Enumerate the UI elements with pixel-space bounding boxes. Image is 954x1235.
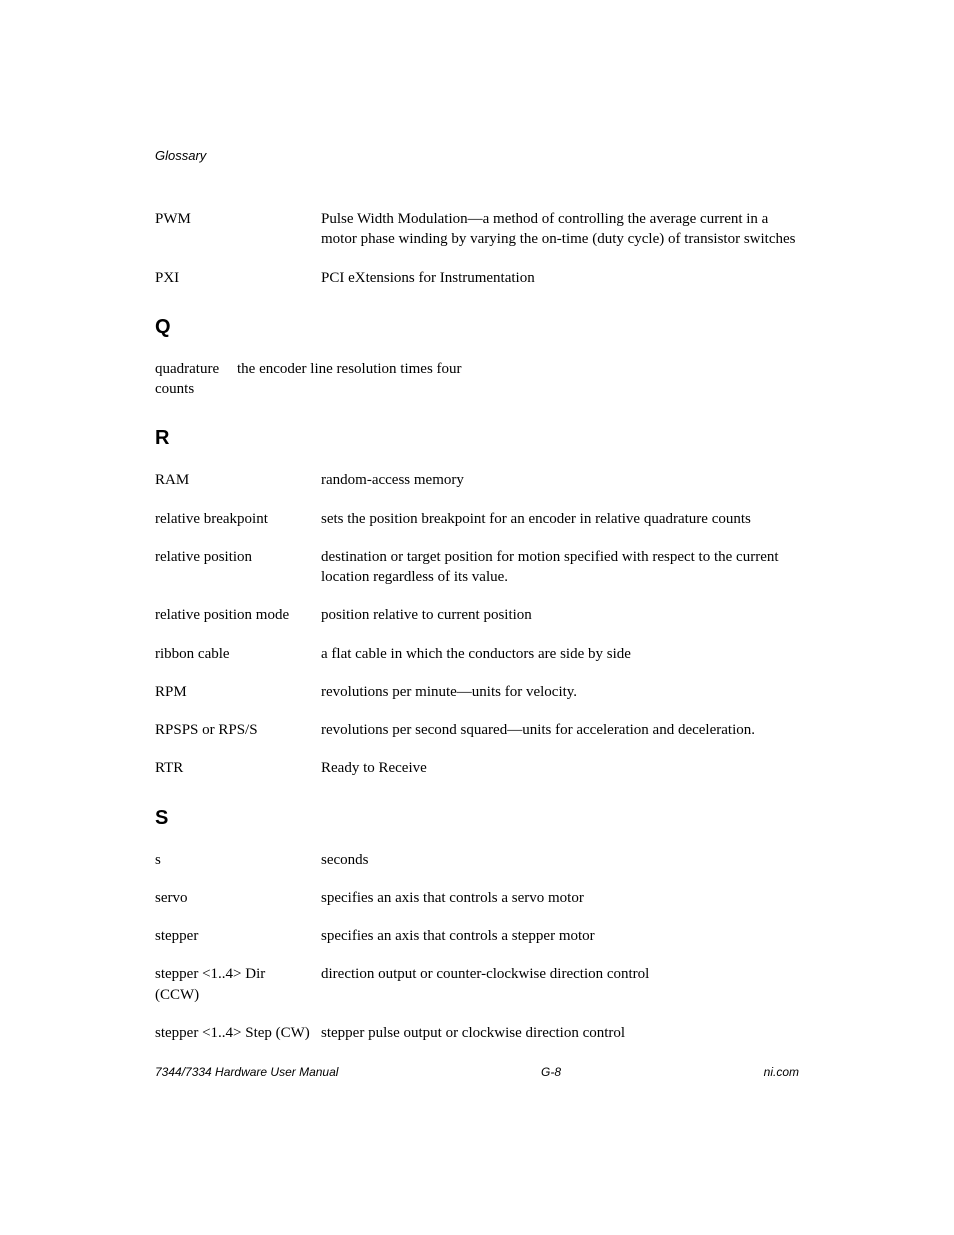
- glossary-entry: quadrature counts the encoder line resol…: [155, 359, 799, 400]
- definition: direction output or counter-clockwise di…: [321, 964, 799, 1005]
- definition: position relative to current position: [321, 605, 799, 625]
- glossary-entry: RAM random-access memory: [155, 470, 799, 490]
- glossary-entry: s seconds: [155, 850, 799, 870]
- term: ribbon cable: [155, 644, 321, 664]
- definition: stepper pulse output or clockwise direct…: [321, 1023, 799, 1043]
- term: RAM: [155, 470, 321, 490]
- term: servo: [155, 888, 321, 908]
- term: stepper <1..4> Dir (CCW): [155, 964, 321, 1005]
- term: stepper <1..4> Step (CW): [155, 1023, 321, 1043]
- glossary-entry: stepper <1..4> Step (CW) stepper pulse o…: [155, 1023, 799, 1043]
- term: PXI: [155, 268, 321, 288]
- term: RPSPS or RPS/S: [155, 720, 321, 740]
- definition: Ready to Receive: [321, 758, 799, 778]
- glossary-entry: RPSPS or RPS/S revolutions per second sq…: [155, 720, 799, 740]
- page-footer: 7344/7334 Hardware User Manual G-8 ni.co…: [155, 1065, 799, 1079]
- footer-right: ni.com: [764, 1065, 799, 1079]
- term: s: [155, 850, 321, 870]
- term: RPM: [155, 682, 321, 702]
- definition: specifies an axis that controls a steppe…: [321, 926, 799, 946]
- section-letter-s: S: [155, 807, 799, 830]
- glossary-entry: RTR Ready to Receive: [155, 758, 799, 778]
- glossary-entry: stepper specifies an axis that controls …: [155, 926, 799, 946]
- term: relative breakpoint: [155, 509, 321, 529]
- term: PWM: [155, 209, 321, 250]
- section-letter-r: R: [155, 427, 799, 450]
- glossary-entry: relative position destination or target …: [155, 547, 799, 588]
- glossary-entry: servo specifies an axis that controls a …: [155, 888, 799, 908]
- page-header: Glossary: [155, 148, 799, 163]
- glossary-entry: PWM Pulse Width Modulation—a method of c…: [155, 209, 799, 250]
- definition: Pulse Width Modulation—a method of contr…: [321, 209, 799, 250]
- term: stepper: [155, 926, 321, 946]
- glossary-entry: stepper <1..4> Dir (CCW) direction outpu…: [155, 964, 799, 1005]
- definition: specifies an axis that controls a servo …: [321, 888, 799, 908]
- term: relative position: [155, 547, 321, 588]
- footer-center: G-8: [541, 1065, 561, 1079]
- glossary-entry: PXI PCI eXtensions for Instrumentation: [155, 268, 799, 288]
- definition: sets the position breakpoint for an enco…: [321, 509, 799, 529]
- glossary-entry: relative position mode position relative…: [155, 605, 799, 625]
- footer-left: 7344/7334 Hardware User Manual: [155, 1065, 338, 1079]
- glossary-entry: RPM revolutions per minute—units for vel…: [155, 682, 799, 702]
- definition: revolutions per second squared—units for…: [321, 720, 799, 740]
- term: relative position mode: [155, 605, 321, 625]
- definition: PCI eXtensions for Instrumentation: [321, 268, 799, 288]
- glossary-entry: relative breakpoint sets the position br…: [155, 509, 799, 529]
- header-title: Glossary: [155, 148, 206, 163]
- page: Glossary PWM Pulse Width Modulation—a me…: [0, 0, 954, 1235]
- term: quadrature counts: [155, 359, 237, 400]
- definition: seconds: [321, 850, 799, 870]
- definition: the encoder line resolution times four: [237, 359, 799, 400]
- definition: a flat cable in which the conductors are…: [321, 644, 799, 664]
- entries-top: PWM Pulse Width Modulation—a method of c…: [155, 209, 799, 288]
- definition: revolutions per minute—units for velocit…: [321, 682, 799, 702]
- term: RTR: [155, 758, 321, 778]
- section-letter-q: Q: [155, 316, 799, 339]
- definition: destination or target position for motio…: [321, 547, 799, 588]
- definition: random-access memory: [321, 470, 799, 490]
- glossary-entry: ribbon cable a flat cable in which the c…: [155, 644, 799, 664]
